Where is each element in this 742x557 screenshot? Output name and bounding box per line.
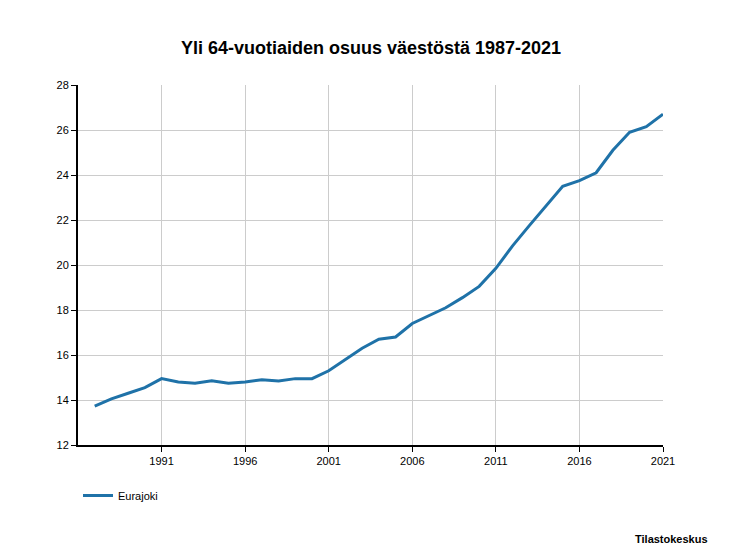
svg-text:16: 16 xyxy=(57,349,69,361)
svg-text:2021: 2021 xyxy=(651,455,675,467)
svg-text:22: 22 xyxy=(57,214,69,226)
svg-text:26: 26 xyxy=(57,124,69,136)
svg-text:18: 18 xyxy=(57,304,69,316)
svg-text:2001: 2001 xyxy=(316,455,340,467)
svg-text:2006: 2006 xyxy=(400,455,424,467)
svg-text:24: 24 xyxy=(57,169,69,181)
svg-text:Yli 64-vuotiaiden osuus väestö: Yli 64-vuotiaiden osuus väestöstä 1987-2… xyxy=(181,38,561,58)
svg-text:1996: 1996 xyxy=(233,455,257,467)
svg-text:28: 28 xyxy=(57,79,69,91)
svg-text:2011: 2011 xyxy=(484,455,508,467)
svg-text:14: 14 xyxy=(57,394,69,406)
svg-text:Eurajoki: Eurajoki xyxy=(118,490,158,502)
svg-text:2016: 2016 xyxy=(567,455,591,467)
svg-text:12: 12 xyxy=(57,439,69,451)
svg-text:Tilastokeskus: Tilastokeskus xyxy=(635,533,708,545)
svg-text:20: 20 xyxy=(57,259,69,271)
svg-text:1991: 1991 xyxy=(149,455,173,467)
